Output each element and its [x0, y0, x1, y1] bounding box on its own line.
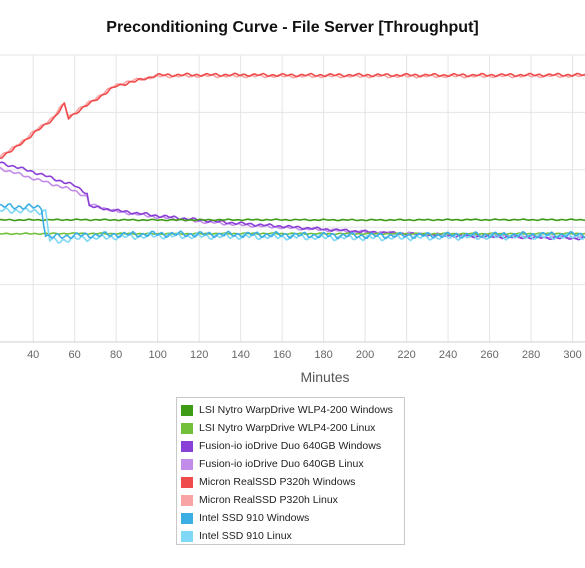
legend-label: Intel SSD 910 Linux	[199, 530, 292, 542]
x-tick-label: 280	[522, 349, 540, 360]
legend-label: Intel SSD 910 Windows	[199, 512, 310, 524]
legend-label: Fusion-io ioDrive Duo 640GB Linux	[199, 458, 364, 470]
grid-layer	[0, 54, 585, 343]
series-line-5	[0, 73, 585, 158]
series-line-2	[0, 161, 585, 241]
legend-label: LSI Nytro WarpDrive WLP4-200 Windows	[199, 404, 393, 416]
legend-item[interactable]: Fusion-io ioDrive Duo 640GB Linux	[181, 455, 404, 473]
legend-swatch	[181, 530, 193, 542]
legend-label: Fusion-io ioDrive Duo 640GB Windows	[199, 440, 382, 452]
legend-swatch	[181, 512, 193, 524]
x-tick-labels: 40 60 80 100 120 140 160 180 200 220 240 260 280 300	[27, 349, 582, 360]
legend: LSI Nytro WarpDrive WLP4-200 Windows LSI …	[176, 397, 405, 545]
x-tick-label: 40	[27, 349, 39, 360]
legend-swatch	[181, 404, 193, 416]
x-tick-label: 160	[273, 349, 291, 360]
x-tick-label: 220	[397, 349, 415, 360]
legend-swatch	[181, 422, 193, 434]
series-layer	[0, 72, 585, 244]
legend-swatch	[181, 476, 193, 488]
series-line-0	[0, 218, 585, 222]
x-axis-label: Minutes	[300, 369, 350, 385]
legend-item[interactable]: LSI Nytro WarpDrive WLP4-200 Linux	[181, 419, 404, 437]
x-tick-label: 80	[110, 349, 122, 360]
legend-item[interactable]: Micron RealSSD P320h Linux	[181, 491, 404, 509]
legend-label: LSI Nytro WarpDrive WLP4-200 Linux	[199, 422, 376, 434]
x-tick-label: 300	[563, 349, 581, 360]
plot-area: 40 60 80 100 120 140 160 180 200 220 240 260 280 300	[0, 54, 585, 360]
legend-label: Micron RealSSD P320h Windows	[199, 476, 356, 488]
legend-swatch	[181, 458, 193, 470]
x-tick-label: 260	[480, 349, 498, 360]
series-line-6	[0, 203, 585, 240]
series-line-7	[0, 207, 585, 244]
legend-swatch	[181, 440, 193, 452]
x-tick-label: 60	[69, 349, 81, 360]
series-line-1	[0, 232, 585, 236]
legend-item[interactable]: Intel SSD 910 Windows	[181, 509, 404, 527]
x-tick-label: 180	[314, 349, 332, 360]
legend-item[interactable]: Fusion-io ioDrive Duo 640GB Windows	[181, 437, 404, 455]
chart-title: Preconditioning Curve - File Server [Thr…	[106, 19, 479, 36]
series-line-4	[0, 72, 585, 160]
x-tick-label: 140	[231, 349, 249, 360]
legend-swatch	[181, 494, 193, 506]
legend-item[interactable]: LSI Nytro WarpDrive WLP4-200 Windows	[181, 401, 404, 419]
legend-item[interactable]: Micron RealSSD P320h Windows	[181, 473, 404, 491]
x-tick-label: 120	[190, 349, 208, 360]
legend-item[interactable]: Intel SSD 910 Linux	[181, 527, 404, 545]
x-tick-label: 100	[148, 349, 166, 360]
x-tick-label: 200	[356, 349, 374, 360]
x-tick-label: 240	[439, 349, 457, 360]
legend-label: Micron RealSSD P320h Linux	[199, 494, 338, 506]
